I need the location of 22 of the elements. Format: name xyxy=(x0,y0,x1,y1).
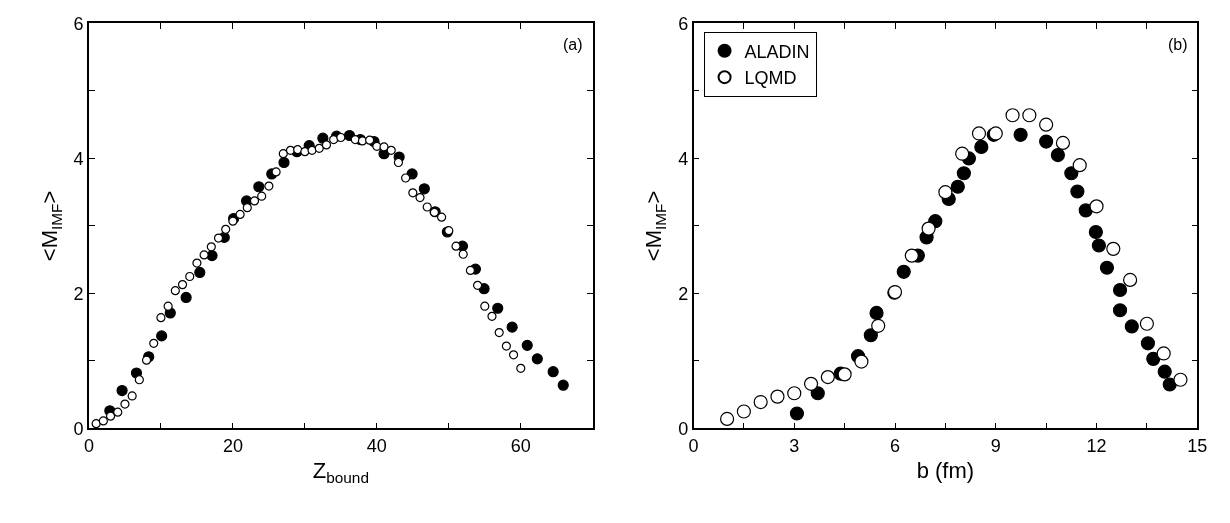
x-axis-title: Z$_{bound}$ xyxy=(312,458,369,486)
x-tick-label: 9 xyxy=(990,435,1001,456)
y-tick-label: 0 xyxy=(73,418,84,439)
y-tick-label: 0 xyxy=(678,418,689,439)
annotation: (a) xyxy=(563,36,583,53)
x-axis-title: b (fm) xyxy=(916,458,975,484)
legend-label: ALADIN xyxy=(744,41,810,62)
x-tick-label: 40 xyxy=(366,435,387,456)
y-tick-label: 4 xyxy=(678,148,689,169)
x-tick-label: 3 xyxy=(789,435,800,456)
legend-label: LQMD xyxy=(744,68,797,89)
y-tick-label: 2 xyxy=(73,283,84,304)
x-tick-label: 6 xyxy=(890,435,901,456)
x-tick-label: 20 xyxy=(222,435,243,456)
x-tick-label: 60 xyxy=(510,435,531,456)
y-tick-label: 4 xyxy=(73,148,84,169)
x-tick-label: 12 xyxy=(1086,435,1107,456)
y-tick-label: 6 xyxy=(73,13,84,34)
y-tick-label: 6 xyxy=(678,13,689,34)
y-tick-label: 2 xyxy=(678,283,689,304)
x-tick-label: 15 xyxy=(1187,435,1208,456)
annotation: (b) xyxy=(1168,36,1188,53)
